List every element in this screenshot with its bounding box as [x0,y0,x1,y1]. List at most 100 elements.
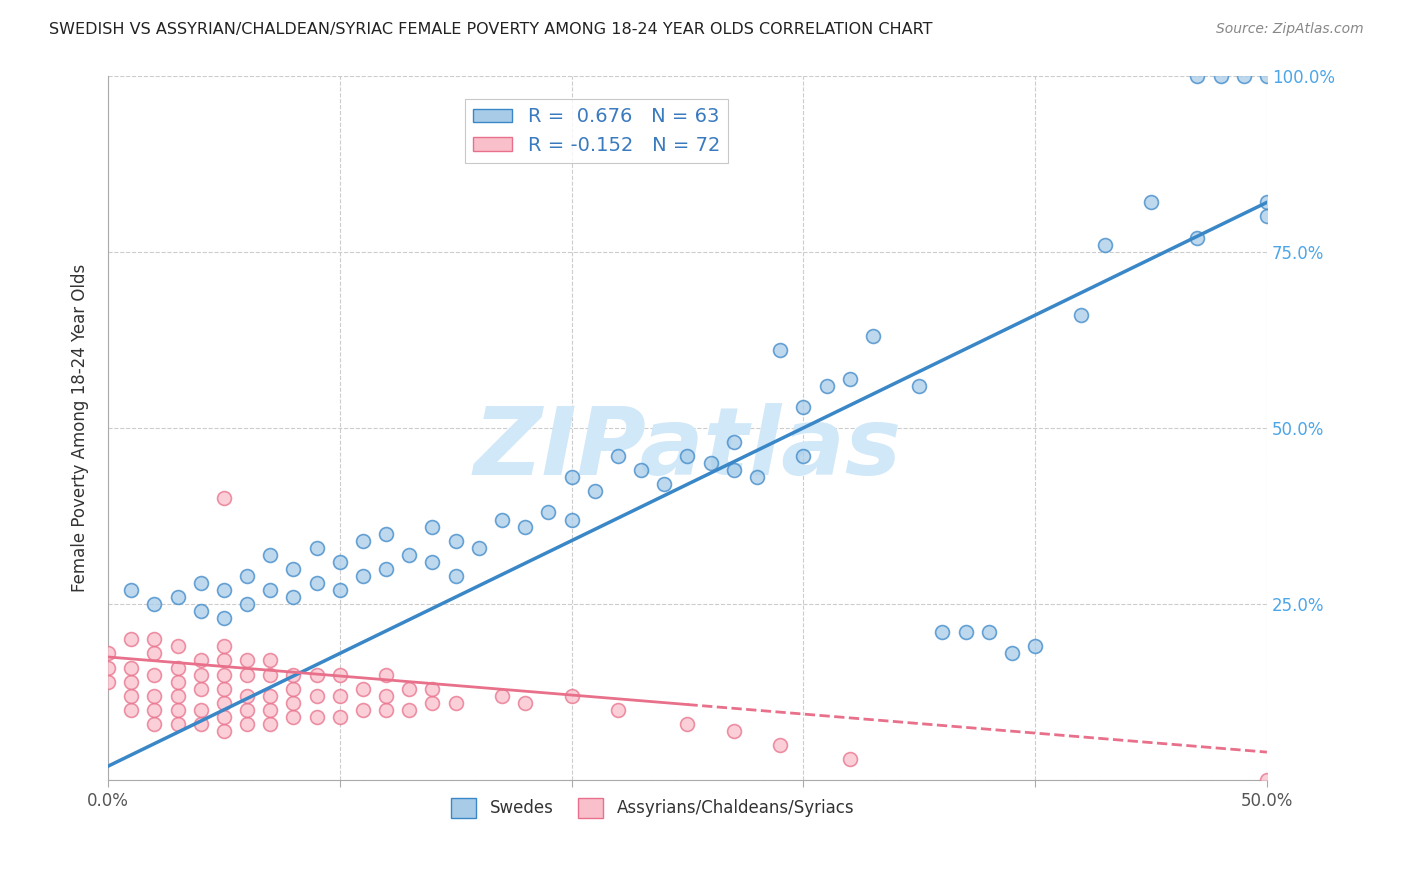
Point [838,752,860,766]
Point [166,674,188,689]
Point [212,582,235,597]
Y-axis label: Female Poverty Among 18-24 Year Olds: Female Poverty Among 18-24 Year Olds [72,264,89,592]
Point [143,689,166,703]
Point [120,582,142,597]
Point [375,526,398,541]
Point [745,470,768,484]
Point [491,512,513,526]
Point [1256,773,1278,788]
Text: ZIPatlas: ZIPatlas [474,403,901,495]
Point [305,710,328,724]
Point [630,463,652,477]
Point [212,667,235,681]
Point [537,506,560,520]
Point [977,625,1000,640]
Point [792,449,814,463]
Point [166,689,188,703]
Point [190,604,212,618]
Point [422,555,444,569]
Point [166,640,188,654]
Point [190,576,212,591]
Point [120,689,142,703]
Point [212,696,235,710]
Point [375,703,398,717]
Point [1233,69,1256,83]
Point [444,696,467,710]
Point [515,696,537,710]
Point [143,597,166,611]
Point [652,477,675,491]
Point [606,449,628,463]
Point [305,541,328,555]
Point [398,703,420,717]
Point [1256,69,1278,83]
Point [283,590,305,604]
Text: SWEDISH VS ASSYRIAN/CHALDEAN/SYRIAC FEMALE POVERTY AMONG 18-24 YEAR OLDS CORRELA: SWEDISH VS ASSYRIAN/CHALDEAN/SYRIAC FEMA… [49,22,932,37]
Point [955,625,977,640]
Point [329,555,352,569]
Point [398,681,420,696]
Point [283,562,305,576]
Point [931,625,953,640]
Point [236,667,259,681]
Text: Source: ZipAtlas.com: Source: ZipAtlas.com [1216,22,1364,37]
Point [1187,230,1209,244]
Point [723,723,745,738]
Point [212,611,235,625]
Point [352,681,374,696]
Point [375,667,398,681]
Point [305,689,328,703]
Point [97,647,120,661]
Point [166,660,188,674]
Point [561,470,583,484]
Point [723,435,745,450]
Point [908,378,931,392]
Point [166,590,188,604]
Point [143,703,166,717]
Point [444,533,467,548]
Point [236,569,259,583]
Point [352,533,374,548]
Point [236,653,259,667]
Point [352,569,374,583]
Point [120,703,142,717]
Point [468,541,491,555]
Point [329,710,352,724]
Point [723,463,745,477]
Point [259,689,281,703]
Point [143,717,166,731]
Point [259,667,281,681]
Point [283,681,305,696]
Point [236,597,259,611]
Point [212,710,235,724]
Point [120,632,142,647]
Point [491,689,513,703]
Point [166,703,188,717]
Point [212,640,235,654]
Point [283,667,305,681]
Point [236,703,259,717]
Point [815,378,838,392]
Point [259,548,281,562]
Point [1187,69,1209,83]
Point [375,689,398,703]
Point [398,548,420,562]
Point [583,484,606,499]
Point [329,582,352,597]
Point [676,717,699,731]
Point [190,667,212,681]
Point [120,674,142,689]
Point [305,576,328,591]
Point [259,653,281,667]
Point [769,738,792,752]
Point [1209,69,1232,83]
Point [561,512,583,526]
Legend: Swedes, Assyrians/Chaldeans/Syriacs: Swedes, Assyrians/Chaldeans/Syriacs [444,791,860,825]
Point [143,647,166,661]
Point [422,519,444,533]
Point [1070,308,1092,322]
Point [1256,195,1278,210]
Point [699,456,721,470]
Point [515,519,537,533]
Point [283,696,305,710]
